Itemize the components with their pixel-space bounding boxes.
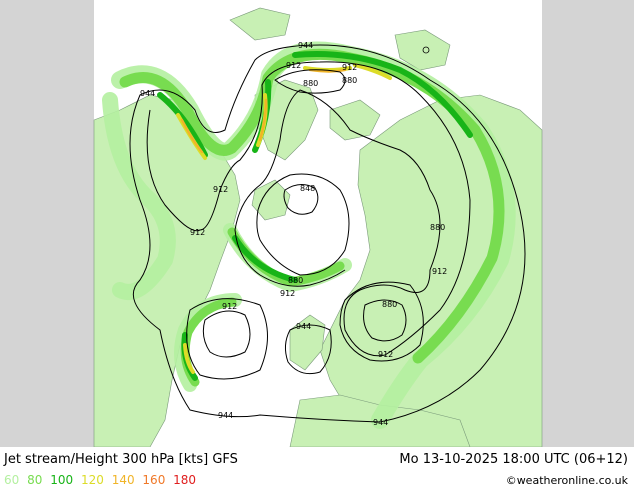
contour-944-b: [186, 298, 268, 380]
land-alaska: [229, 7, 291, 41]
legend-item: 140: [111, 473, 135, 487]
contour-label: 912: [222, 302, 237, 311]
land-far-east: [394, 29, 451, 71]
contour-layer: [129, 44, 526, 423]
jet-stream-layer: [102, 41, 516, 429]
contour-912-c: [339, 281, 424, 362]
contour-848: [283, 184, 319, 215]
map-title: Jet stream/Height 300 hPa [kts] GFS: [4, 452, 238, 467]
contour-912-a: [146, 61, 471, 357]
contour-880-b: [256, 173, 350, 276]
contour-label: 912: [286, 61, 301, 70]
map-footer: Jet stream/Height 300 hPa [kts] GFS Mo 1…: [0, 447, 634, 490]
contour-label: 848: [300, 184, 315, 193]
contour-label: 944: [298, 41, 313, 50]
contour-label: 912: [280, 289, 295, 298]
legend-item: 160: [142, 473, 166, 487]
contour-label: 880: [342, 76, 357, 85]
island-marker: [422, 46, 430, 54]
land-siberia-coast: [329, 99, 381, 141]
contour-label: 912: [432, 267, 447, 276]
contour-label: 880: [303, 79, 318, 88]
contour-label: 944: [373, 418, 388, 427]
contour-944-outer: [129, 44, 526, 423]
credit-link[interactable]: ©weatheronline.co.uk: [505, 474, 628, 487]
speed-legend: 60 80 100 120 140 160 180: [4, 473, 200, 487]
land-arctic-islands: [251, 179, 291, 221]
legend-item: 60: [4, 473, 20, 487]
contour-880-a: [274, 69, 346, 94]
contour-label: 912: [378, 350, 393, 359]
land-europe-west: [289, 314, 326, 371]
map-canvas: 944 912 912 880 880 944 912 912 848 880 …: [0, 0, 634, 447]
map-valid-time: Mo 13-10-2025 18:00 UTC (06+12): [399, 452, 628, 467]
legend-item: 100: [50, 473, 74, 487]
legend-item: 120: [80, 473, 104, 487]
contour-label: 944: [218, 411, 233, 420]
contour-label: 880: [288, 276, 303, 285]
jet-band-60-b: [102, 92, 176, 300]
contour-880-c: [363, 299, 407, 342]
contour-912-b: [202, 310, 251, 358]
contour-label: 912: [190, 228, 205, 237]
contour-label: 880: [382, 300, 397, 309]
legend-item: 80: [27, 473, 43, 487]
contour-label: 880: [430, 223, 445, 232]
contour-label: 912: [342, 63, 357, 72]
jet-band-140: [180, 68, 347, 154]
contour-labels: 944 912 912 880 880 944 912 912 848 880 …: [140, 41, 447, 427]
weather-map: 944 912 912 880 880 944 912 912 848 880 …: [0, 0, 634, 447]
contour-944-c: [284, 324, 332, 375]
contour-label: 944: [140, 89, 155, 98]
contour-label: 944: [296, 322, 311, 331]
legend-item: 180: [173, 473, 197, 487]
contour-label: 912: [213, 185, 228, 194]
